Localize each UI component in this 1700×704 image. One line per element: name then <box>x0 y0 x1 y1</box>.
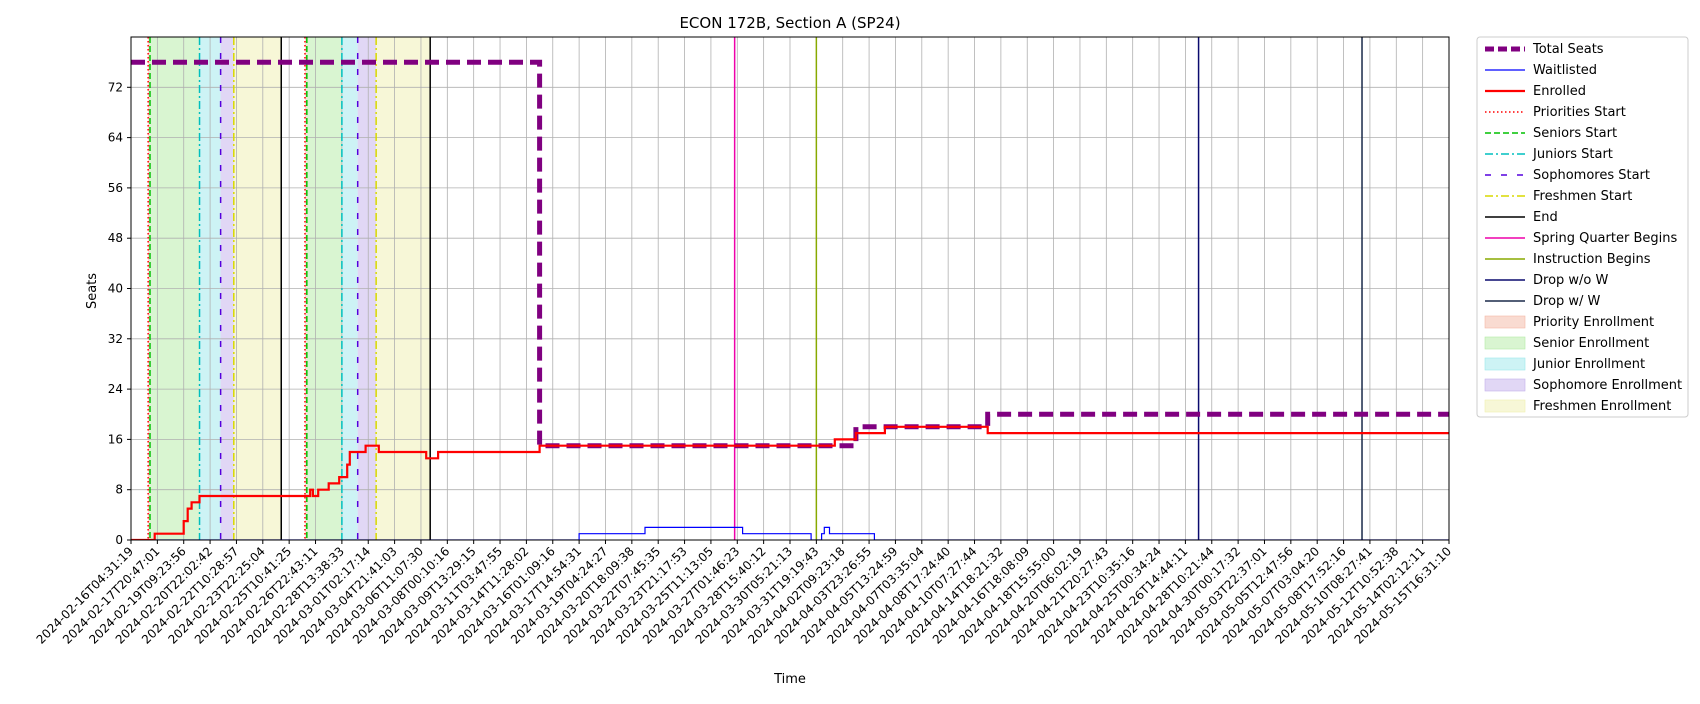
legend-label-junior-enrollment: Junior Enrollment <box>1532 357 1645 372</box>
legend-label-total-seats: Total Seats <box>1532 42 1604 57</box>
y-tick-label: 32 <box>108 332 123 346</box>
legend-label-freshmen-enrollment: Freshmen Enrollment <box>1533 399 1671 414</box>
y-tick-label: 16 <box>108 432 123 446</box>
legend-label-seniors-start: Seniors Start <box>1533 126 1617 141</box>
y-tick-label: 0 <box>115 533 123 547</box>
y-tick-label: 72 <box>108 80 123 94</box>
legend-label-enrolled: Enrolled <box>1533 84 1586 99</box>
y-axis-label: Seats <box>85 273 100 309</box>
legend-label-priority-enrollment: Priority Enrollment <box>1533 315 1654 330</box>
legend-swatch-junior-enrollment <box>1484 357 1526 371</box>
legend-label-freshmen-start: Freshmen Start <box>1533 189 1632 204</box>
legend-swatch-priority-enrollment <box>1484 315 1526 329</box>
legend-label-senior-enrollment: Senior Enrollment <box>1533 336 1649 351</box>
legend-label-end: End <box>1533 210 1558 225</box>
legend-swatch-freshmen-enrollment <box>1484 399 1526 413</box>
legend: Total Seats Waitlisted Enrolled Priorities … <box>1476 36 1689 418</box>
legend-box <box>1476 36 1689 418</box>
legend-swatch-sophomore-enrollment <box>1484 378 1526 392</box>
plot-area: 0816243240485664722024-02-16T04:31:19202… <box>34 36 1454 647</box>
y-tick-label: 8 <box>115 483 123 497</box>
legend-label-instruction-begins: Instruction Begins <box>1533 252 1651 267</box>
legend-label-sophomore-enrollment: Sophomore Enrollment <box>1533 378 1682 393</box>
y-tick-label: 48 <box>108 231 123 245</box>
y-tick-label: 56 <box>108 181 123 195</box>
legend-label-sophomores-start: Sophomores Start <box>1533 168 1650 183</box>
y-tick-label: 64 <box>108 131 123 145</box>
legend-label-spring-quarter-begins: Spring Quarter Begins <box>1533 231 1677 246</box>
legend-label-waitlisted: Waitlisted <box>1533 63 1597 78</box>
y-tick-label: 24 <box>108 382 123 396</box>
series-enrolled <box>131 425 1449 540</box>
x-axis-label: Time <box>773 672 806 687</box>
legend-label-juniors-start: Juniors Start <box>1532 147 1613 162</box>
series-waitlisted <box>131 526 1449 540</box>
legend-label-drop-w-w: Drop w/ W <box>1533 294 1601 309</box>
chart-title: ECON 172B, Section A (SP24) <box>679 14 900 32</box>
y-tick-label: 40 <box>108 282 123 296</box>
legend-label-priorities-start: Priorities Start <box>1533 105 1626 120</box>
legend-swatch-senior-enrollment <box>1484 336 1526 350</box>
legend-label-drop-w-o-w: Drop w/o W <box>1533 273 1609 288</box>
